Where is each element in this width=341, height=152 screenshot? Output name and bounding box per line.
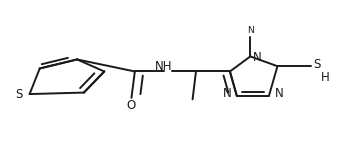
Text: N: N (223, 87, 232, 100)
Text: N: N (275, 87, 284, 100)
Text: N: N (247, 26, 254, 35)
Text: O: O (127, 99, 136, 112)
Text: H: H (321, 71, 329, 84)
Text: S: S (16, 88, 23, 101)
Text: S: S (313, 58, 321, 71)
Text: N: N (253, 51, 262, 64)
Text: NH: NH (155, 60, 173, 73)
